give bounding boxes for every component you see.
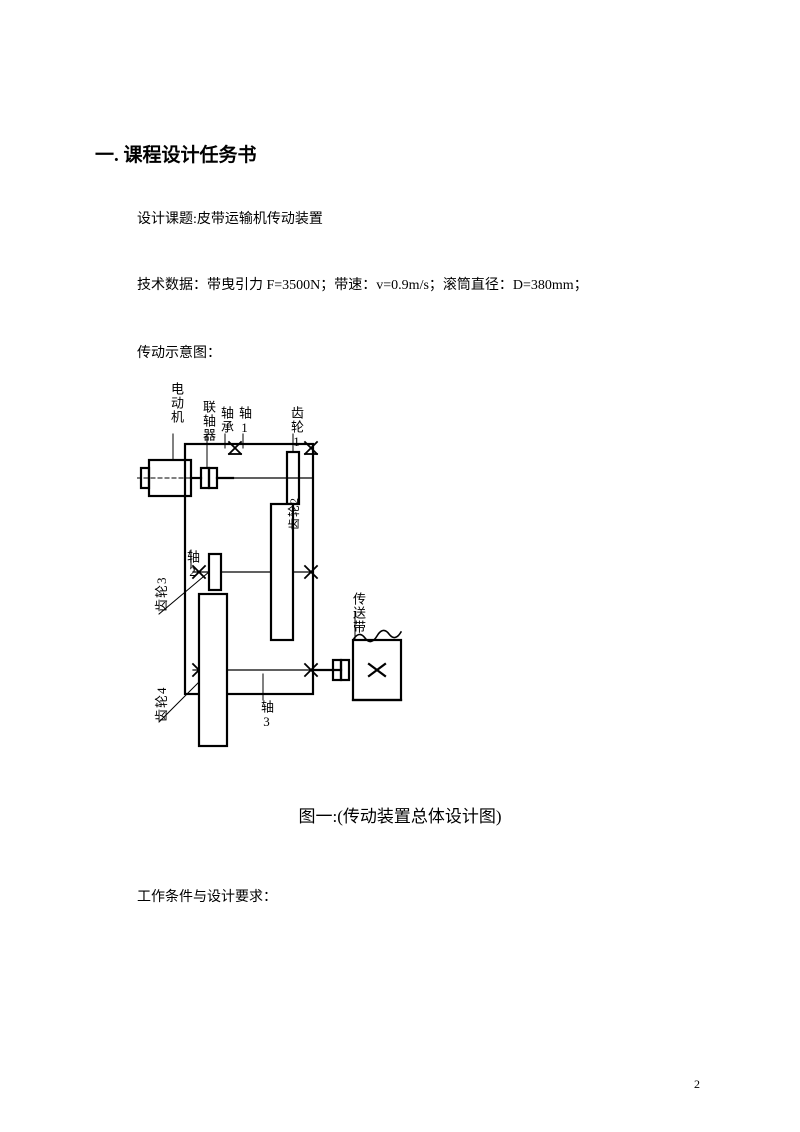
section-heading: 一. 课程设计任务书: [95, 140, 705, 167]
label-belt: 传送带: [349, 592, 368, 634]
label-shaft3: 轴3: [257, 700, 276, 730]
design-topic-line: 设计课题:皮带运输机传动装置: [137, 209, 705, 231]
label-shaft1: 轴1: [235, 406, 254, 436]
section-number: 一.: [95, 145, 119, 166]
label-coupling: 联轴器: [199, 400, 218, 442]
figure-caption: 图一:(传动装置总体设计图): [95, 802, 705, 827]
label-shaft2: 轴2: [183, 550, 202, 580]
label-gear2: 齿轮2: [285, 497, 302, 530]
tech-data-line: 技术数据：带曳引力 F=3500N；带速：v=0.9m/s；滚筒直径：D=380…: [137, 275, 705, 297]
section-title-text: 课程设计任务书: [124, 145, 257, 166]
label-motor: 电动机: [167, 382, 186, 424]
topic-value: 皮带运输机传动装置: [197, 212, 323, 227]
tech-data-label: 技术数据：: [137, 278, 207, 293]
tech-data-value: 带曳引力 F=3500N；带速：v=0.9m/s；滚筒直径：D=380mm；: [207, 278, 588, 293]
label-gear3: 齿轮3: [151, 576, 170, 612]
diagram-intro: 传动示意图：: [137, 342, 705, 362]
label-gear4: 齿轮4: [151, 686, 170, 722]
conditions-heading: 工作条件与设计要求：: [137, 887, 705, 909]
transmission-diagram: 电动机 联轴器 轴承 轴1 齿轮1 齿轮2 轴2 齿轮3 齿轮4 轴3 传送带: [137, 382, 437, 762]
label-bearing: 轴承: [217, 406, 236, 434]
topic-label: 设计课题:: [137, 212, 197, 227]
page-number: 2: [694, 1077, 700, 1092]
label-gear1: 齿轮1: [287, 406, 306, 450]
